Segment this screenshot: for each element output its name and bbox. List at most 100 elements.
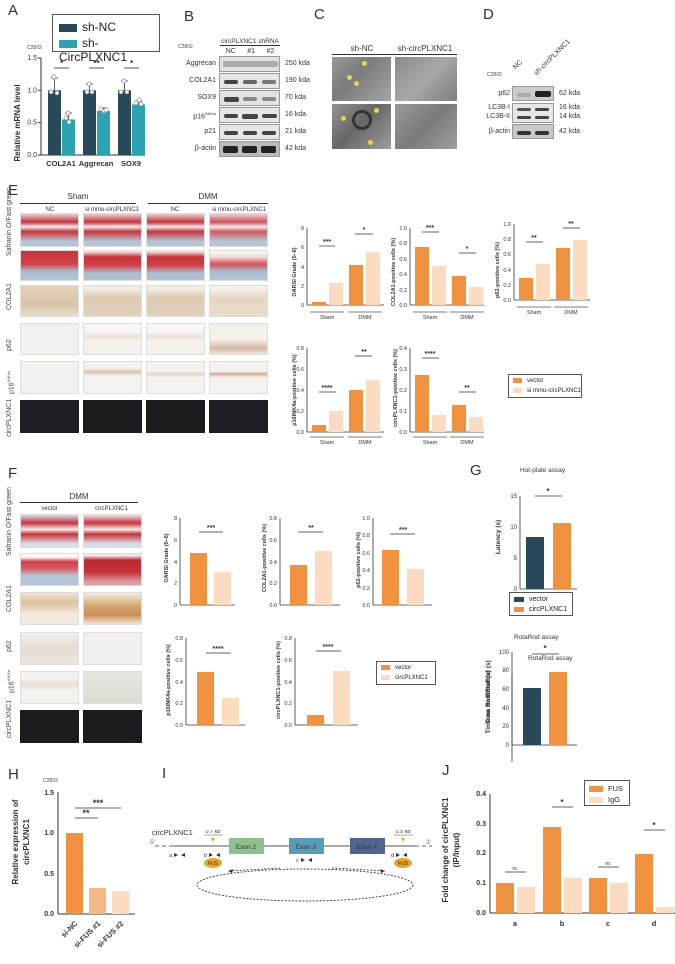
divider <box>20 502 138 503</box>
panel-g-rotarod-chart: RotaRod assay Time on RotaRod (s) 0 20 40 6… <box>485 634 577 749</box>
panel-j-letter: J <box>442 762 450 779</box>
kda-label: 190 kda <box>285 77 310 84</box>
histology-image <box>146 250 205 281</box>
svg-text:5: 5 <box>514 556 518 562</box>
svg-text:0.1: 0.1 <box>399 409 407 415</box>
kda-label: 16 kda <box>285 111 307 118</box>
histology-image <box>20 514 79 548</box>
panel-i-letter: I <box>162 765 167 782</box>
svg-text:***: *** <box>426 225 434 232</box>
histology-image <box>20 361 79 394</box>
svg-text:FUS: FUS <box>208 861 219 867</box>
svg-text:2: 2 <box>301 284 304 290</box>
svg-text:c: c <box>296 858 299 864</box>
blot-lane <box>219 124 280 140</box>
histology-image <box>146 285 205 317</box>
panel-d-letter: D <box>483 6 494 23</box>
significance-marker: * <box>130 59 134 68</box>
svg-text:0.1: 0.1 <box>476 880 486 887</box>
svg-text:*: * <box>363 227 366 234</box>
legend-item: FUS <box>589 784 623 793</box>
circrna-diagram: 5' 3' Exon 2 Exon 3 Exon 4 0.7 kb 0.5 kb… <box>150 830 432 902</box>
tem-image <box>332 57 391 101</box>
svg-text:d: d <box>391 853 394 859</box>
svg-text:0.5: 0.5 <box>44 871 54 878</box>
histology-image <box>83 213 142 247</box>
svg-text:Time on RotaRod (s): Time on RotaRod (s) <box>485 670 492 733</box>
svg-text:0.2: 0.2 <box>175 701 183 707</box>
svg-text:0.2: 0.2 <box>269 581 277 587</box>
svg-text:DMM: DMM <box>358 315 372 321</box>
panel-a-letter: A <box>8 2 19 19</box>
svg-text:1.0: 1.0 <box>362 516 370 522</box>
svg-text:**: ** <box>82 808 90 818</box>
legend-item: circPLXNC1 <box>381 675 428 681</box>
panel-f-legend: vector circPLXNC1 <box>376 661 436 685</box>
svg-text:**: ** <box>464 385 470 392</box>
panel-j-chart: Fold change of circPLXNC1 (IP/Input) 0.0… <box>441 791 675 928</box>
svg-text:a: a <box>169 853 173 859</box>
svg-text:Latency (s): Latency (s) <box>495 520 502 554</box>
protein-label: LC3B-II <box>486 113 510 120</box>
group-label: DMM <box>198 192 218 201</box>
svg-text:1.0: 1.0 <box>44 830 54 837</box>
panel-a-legend: sh-NC sh-CircPLXNC1 <box>52 14 160 64</box>
histology-image <box>146 323 205 355</box>
svg-text:8: 8 <box>174 516 177 522</box>
svg-text:0.3: 0.3 <box>476 821 486 828</box>
svg-text:nc: nc <box>512 866 518 872</box>
svg-text:1.0: 1.0 <box>27 87 37 94</box>
legend-item: vector <box>514 596 548 603</box>
panel-j-legend: FUS IgG <box>584 780 630 806</box>
blot-lane <box>512 124 554 139</box>
divider <box>148 203 268 204</box>
panel-b-letter: B <box>184 8 195 25</box>
svg-text:0.8: 0.8 <box>503 237 511 243</box>
kda-label: 16 kda <box>559 104 581 111</box>
legend-swatch <box>59 39 77 48</box>
legend-swatch <box>513 388 522 393</box>
legend-item: vector <box>381 665 411 671</box>
protein-label: LC3B-I <box>488 104 510 111</box>
svg-text:Time on RotaRod (s): Time on RotaRod (s) <box>485 660 492 723</box>
column-label: si mmu-circPLXNC1 <box>211 207 266 213</box>
legend-swatch <box>514 596 524 602</box>
lane-label: #2 <box>266 48 275 55</box>
svg-text:*: * <box>652 821 656 830</box>
significance-marker: * <box>60 59 64 68</box>
protein-label: Aggrecan <box>186 60 216 67</box>
svg-text:***: *** <box>399 527 407 534</box>
svg-text:****: **** <box>425 351 436 358</box>
protein-label: p16INK4a <box>193 111 216 121</box>
significance-marker: ** <box>93 59 100 68</box>
legend-label: sh-NC <box>82 20 117 34</box>
svg-text:RotaRod assay: RotaRod assay <box>514 634 559 641</box>
histology-image <box>209 323 268 355</box>
svg-text:b: b <box>560 919 565 928</box>
lane-label: #1 <box>247 48 256 55</box>
legend-item: sh-CircPLXNC1 <box>59 36 159 64</box>
svg-text:0.4: 0.4 <box>399 272 407 278</box>
panel-e-letter: E <box>8 182 19 199</box>
divider <box>20 203 136 204</box>
svg-text:40: 40 <box>502 706 509 712</box>
svg-text:0.6: 0.6 <box>399 257 407 263</box>
protein-label: SOX9 <box>197 94 216 101</box>
svg-text:Sham: Sham <box>320 315 335 321</box>
legend-item: sh-NC <box>59 20 116 34</box>
kda-label: 62 kda <box>559 90 581 97</box>
kda-label: 70 kda <box>285 94 307 101</box>
svg-text:***: *** <box>207 525 215 532</box>
svg-text:0.6: 0.6 <box>503 252 511 258</box>
y-axis-label: Relative mRNA level <box>13 84 22 161</box>
svg-text:6: 6 <box>301 245 304 251</box>
svg-text:**: ** <box>568 221 574 228</box>
blot-lane <box>219 56 280 72</box>
svg-text:****: **** <box>213 646 224 653</box>
svg-text:0.4: 0.4 <box>476 791 486 798</box>
kda-label: 14 kda <box>559 113 581 120</box>
kda-label: 21 kda <box>285 128 307 135</box>
protein-label: β-actin <box>488 128 510 135</box>
five-prime-label: 5' <box>150 839 155 846</box>
histology-image <box>20 213 79 247</box>
